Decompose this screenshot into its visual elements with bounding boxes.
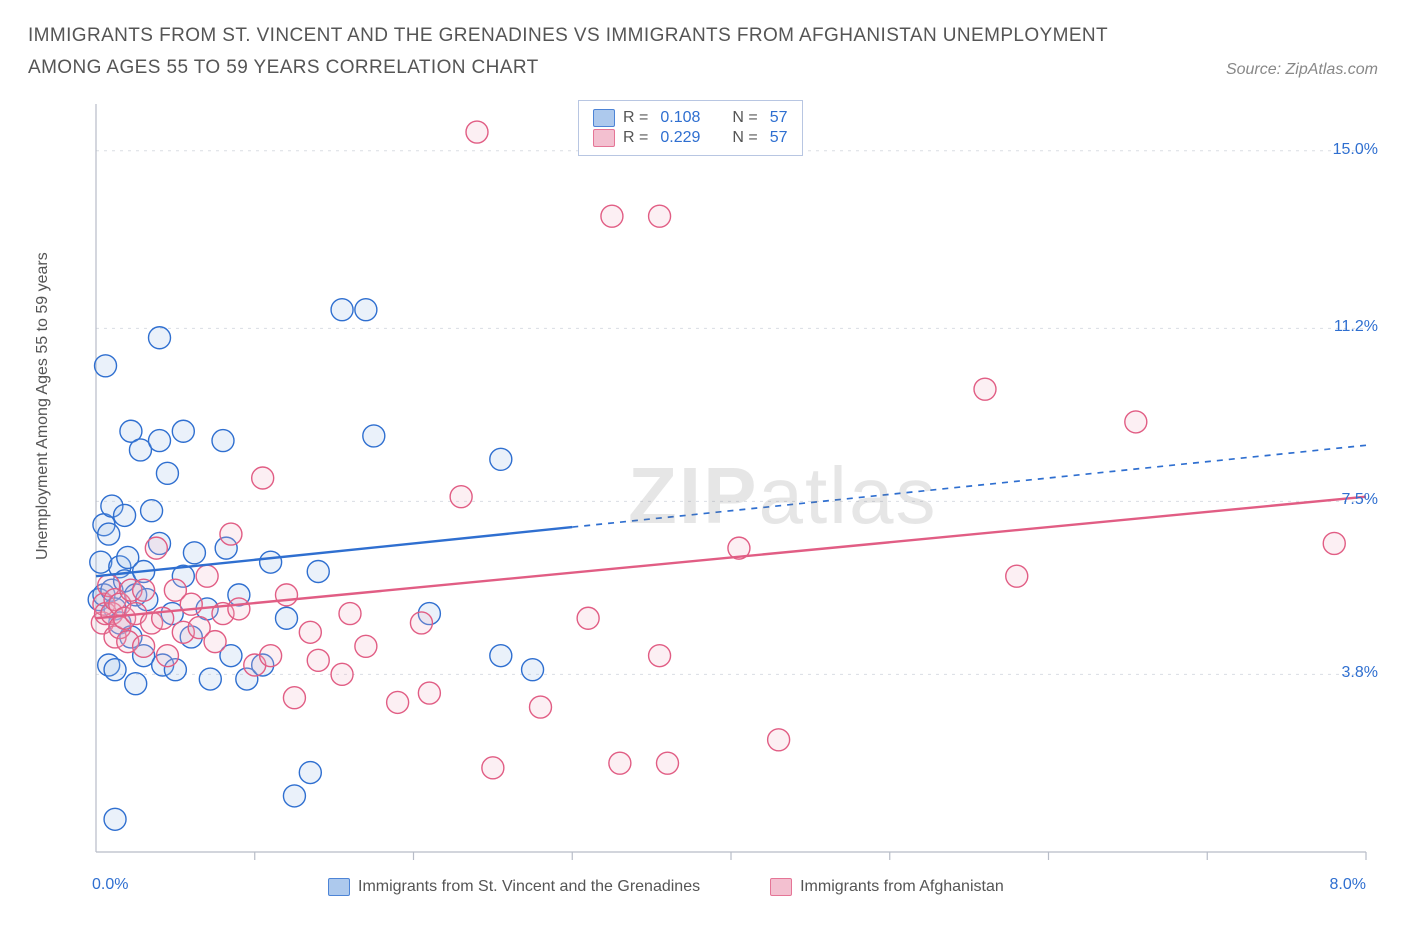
swatch-a-icon (593, 109, 615, 127)
r-label-a: R = (623, 109, 648, 127)
y-axis-label: Unemployment Among Ages 55 to 59 years (34, 252, 52, 560)
y-tick-label: 3.8% (1342, 664, 1378, 682)
x-axis-min-label: 0.0% (92, 876, 128, 894)
legend-series-a: Immigrants from St. Vincent and the Gren… (328, 878, 700, 896)
legend-stats-row-a: R = 0.108 N = 57 (593, 109, 788, 127)
n-value-b: 57 (770, 129, 788, 147)
swatch-a2-icon (328, 878, 350, 896)
x-axis-max-label: 8.0% (1330, 876, 1366, 894)
source-attribution: Source: ZipAtlas.com (1226, 61, 1378, 85)
r-label-b: R = (623, 129, 648, 147)
swatch-b-icon (593, 129, 615, 147)
r-value-a: 0.108 (660, 109, 700, 127)
legend-series: Immigrants from St. Vincent and the Gren… (328, 878, 1004, 896)
source-value: ZipAtlas.com (1286, 61, 1378, 78)
n-label-b: N = (732, 129, 757, 147)
y-tick-label: 7.5% (1342, 491, 1378, 509)
n-label-a: N = (732, 109, 757, 127)
series-a-name: Immigrants from St. Vincent and the Gren… (358, 878, 700, 896)
source-prefix: Source: (1226, 61, 1286, 78)
legend-stats: R = 0.108 N = 57 R = 0.229 N = 57 (578, 100, 803, 156)
n-value-a: 57 (770, 109, 788, 127)
legend-stats-row-b: R = 0.229 N = 57 (593, 129, 788, 147)
scatter-plot (28, 100, 1378, 900)
r-value-b: 0.229 (660, 129, 700, 147)
series-b-name: Immigrants from Afghanistan (800, 878, 1004, 896)
chart-container: Unemployment Among Ages 55 to 59 years Z… (28, 100, 1378, 900)
legend-series-b: Immigrants from Afghanistan (770, 878, 1004, 896)
y-tick-label: 11.2% (1334, 318, 1378, 336)
swatch-b2-icon (770, 878, 792, 896)
y-tick-label: 15.0% (1333, 141, 1378, 159)
chart-title: IMMIGRANTS FROM ST. VINCENT AND THE GREN… (28, 20, 1148, 85)
